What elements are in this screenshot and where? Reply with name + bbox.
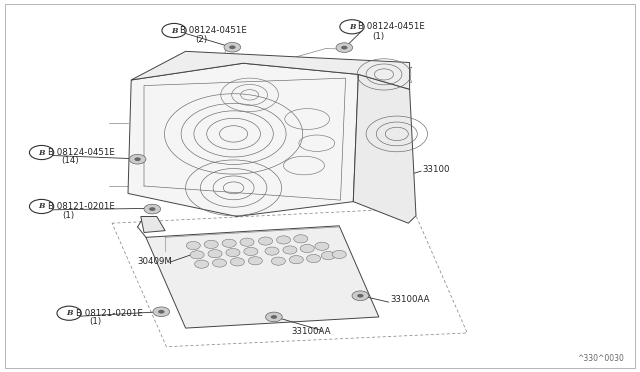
Polygon shape <box>131 51 410 89</box>
Circle shape <box>208 250 222 258</box>
Circle shape <box>307 254 321 263</box>
Circle shape <box>224 42 241 52</box>
Text: 33100: 33100 <box>422 165 450 174</box>
Text: B: B <box>38 148 45 157</box>
Text: (1): (1) <box>90 317 102 326</box>
Circle shape <box>240 238 254 246</box>
Circle shape <box>153 307 170 317</box>
Text: B: B <box>349 23 355 31</box>
Polygon shape <box>128 63 358 217</box>
Circle shape <box>289 256 303 264</box>
Text: 30409M: 30409M <box>138 257 172 266</box>
Text: (2): (2) <box>195 35 207 44</box>
Text: (1): (1) <box>63 211 75 219</box>
Text: B 08121-0201E: B 08121-0201E <box>76 309 142 318</box>
Circle shape <box>248 257 262 265</box>
Circle shape <box>57 306 81 320</box>
Circle shape <box>244 247 258 256</box>
Circle shape <box>321 251 335 260</box>
Circle shape <box>134 157 141 161</box>
Circle shape <box>276 236 291 244</box>
Text: 33100AA: 33100AA <box>291 327 331 336</box>
Circle shape <box>226 248 240 257</box>
Circle shape <box>271 257 285 265</box>
Text: B: B <box>66 309 72 317</box>
Circle shape <box>162 23 186 38</box>
Circle shape <box>195 260 209 268</box>
Circle shape <box>149 207 156 211</box>
Circle shape <box>190 251 204 259</box>
Text: (1): (1) <box>372 32 385 41</box>
Circle shape <box>300 244 314 253</box>
Polygon shape <box>353 74 416 223</box>
Circle shape <box>212 259 227 267</box>
Circle shape <box>230 258 244 266</box>
Text: B 08124-0451E: B 08124-0451E <box>358 22 425 31</box>
Text: B: B <box>38 202 45 211</box>
Circle shape <box>336 43 353 52</box>
Circle shape <box>29 199 54 214</box>
Circle shape <box>259 237 273 245</box>
Circle shape <box>357 294 364 298</box>
Circle shape <box>283 246 297 254</box>
Circle shape <box>29 145 54 160</box>
Text: (14): (14) <box>61 156 79 165</box>
Text: 33100AA: 33100AA <box>390 295 430 304</box>
Text: B: B <box>171 26 177 35</box>
Circle shape <box>129 154 146 164</box>
Circle shape <box>315 242 329 250</box>
Circle shape <box>204 240 218 248</box>
Circle shape <box>265 247 279 255</box>
Text: ^330^0030: ^330^0030 <box>577 354 624 363</box>
Text: B 08124-0451E: B 08124-0451E <box>48 148 115 157</box>
Polygon shape <box>141 217 165 232</box>
Polygon shape <box>146 226 379 328</box>
Circle shape <box>222 239 236 247</box>
Text: B 08121-0201E: B 08121-0201E <box>48 202 115 211</box>
Circle shape <box>332 250 346 259</box>
Circle shape <box>271 315 277 319</box>
Circle shape <box>229 45 236 49</box>
Circle shape <box>144 204 161 214</box>
Circle shape <box>186 241 200 250</box>
Circle shape <box>158 310 164 314</box>
Text: B 08124-0451E: B 08124-0451E <box>180 26 247 35</box>
Circle shape <box>341 46 348 49</box>
Circle shape <box>352 291 369 301</box>
Circle shape <box>340 20 364 34</box>
Circle shape <box>266 312 282 322</box>
Circle shape <box>294 235 308 243</box>
